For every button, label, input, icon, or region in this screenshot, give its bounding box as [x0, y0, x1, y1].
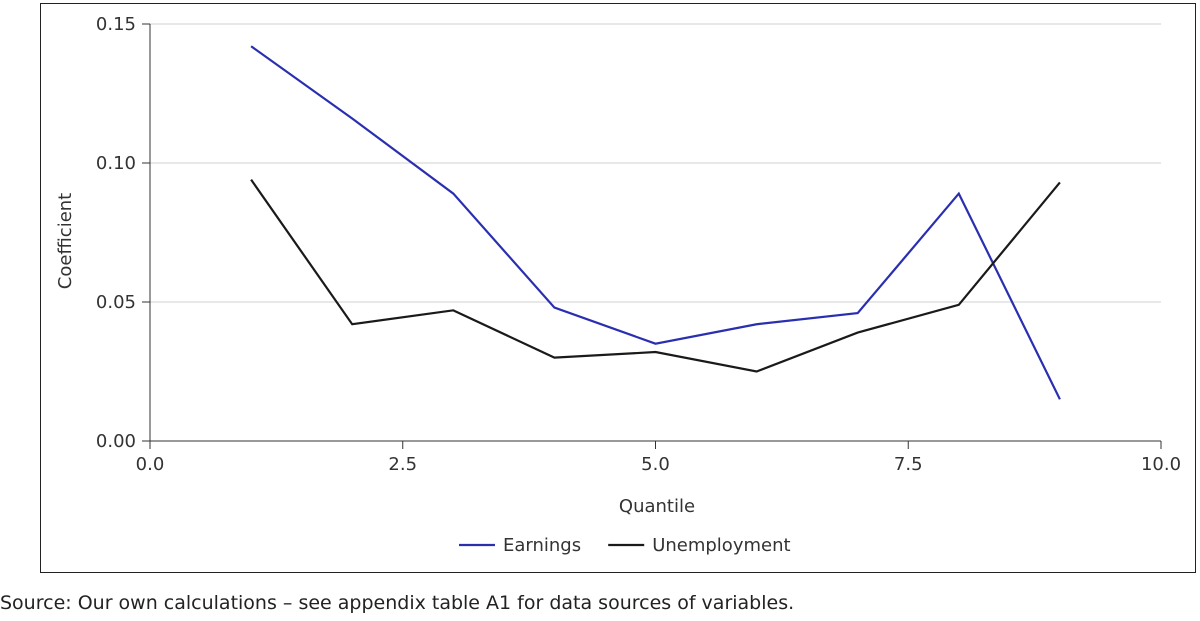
line-chart: 0.00 0.05 0.10 0.15 0.0 2.5 5.0 7.5 10.0 Earning… [55, 14, 1181, 556]
x-tick-label: 10.0 [1141, 454, 1181, 475]
y-tick-label: 0.00 [96, 431, 136, 452]
y-axis-title: Coefficient [55, 193, 76, 290]
source-note: Source: Our own calculations – see appen… [0, 592, 795, 614]
series-line-earnings [250, 45, 1061, 400]
x-tick-label: 2.5 [388, 454, 417, 475]
axes: 0.00 0.05 0.10 0.15 0.0 2.5 5.0 7.5 10.0 [96, 14, 1181, 475]
y-tick-label: 0.10 [96, 153, 136, 174]
x-tick-label: 0.0 [136, 454, 165, 475]
gridlines [150, 23, 1161, 303]
legend: Earnings Unemployment [459, 535, 791, 556]
x-axis-title: Quantile [619, 496, 695, 517]
y-tick-label: 0.15 [96, 14, 136, 35]
legend-label-unemployment: Unemployment [652, 535, 790, 556]
series-lines [250, 45, 1061, 400]
x-tick-label: 5.0 [641, 454, 670, 475]
chart-frame: 0.00 0.05 0.10 0.15 0.0 2.5 5.0 7.5 10.0 Earning… [40, 3, 1196, 573]
legend-label-earnings: Earnings [503, 535, 581, 556]
y-tick-label: 0.05 [96, 292, 136, 313]
x-tick-label: 7.5 [894, 454, 923, 475]
